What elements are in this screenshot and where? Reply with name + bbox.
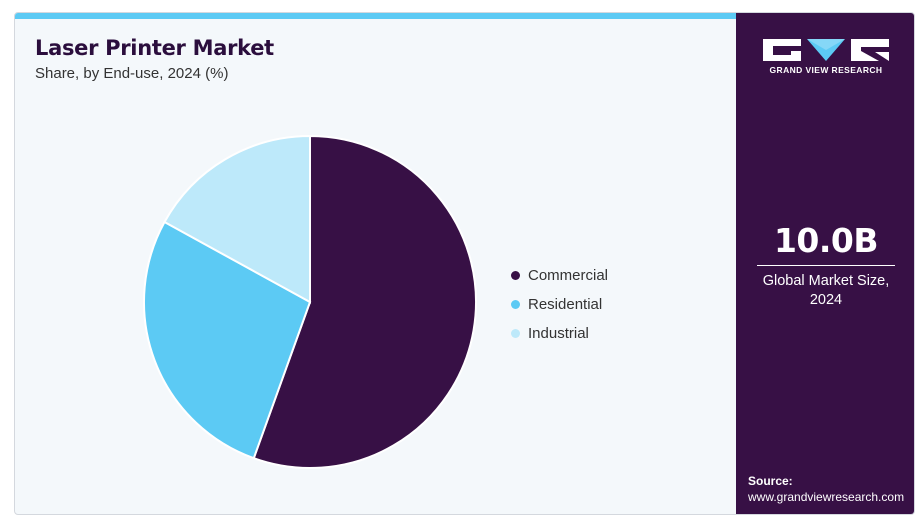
metric-label-line2: 2024	[809, 292, 843, 308]
logo-mark-icon	[763, 39, 889, 61]
legend-swatch	[511, 300, 520, 309]
chart-title: Laser Printer Market	[35, 36, 274, 60]
chart-legend: Commercial Residential Industrial	[511, 261, 608, 348]
pie-slice-commercial	[252, 134, 477, 469]
source-url: www.grandviewresearch.com	[748, 490, 905, 504]
legend-label: Residential	[528, 296, 603, 313]
pie-slices	[143, 134, 477, 469]
pie-slice-residential	[143, 220, 312, 460]
legend-swatch	[511, 271, 520, 280]
metric-label-line1: Global Market Size,	[762, 273, 890, 289]
legend-label: Industrial	[528, 325, 589, 342]
legend-item-residential: Residential	[511, 290, 608, 319]
side-panel: GRAND VIEW RESEARCH 10.0B Global Market …	[736, 13, 914, 514]
market-size-metric: 10.0B Global Market Size, 2024	[736, 221, 914, 310]
legend-item-commercial: Commercial	[511, 261, 608, 290]
pie-slice-industrial	[163, 134, 311, 304]
chart-card: Laser Printer Market Share, by End-use, …	[14, 12, 915, 515]
pie-chart	[143, 134, 477, 469]
grand-view-research-logo: GRAND VIEW RESEARCH	[763, 39, 889, 75]
accent-bar	[15, 13, 736, 19]
legend-item-industrial: Industrial	[511, 319, 608, 348]
legend-swatch	[511, 329, 520, 338]
source-note: Source: www.grandviewresearch.com	[748, 473, 904, 505]
metric-value: 10.0B	[773, 221, 879, 260]
legend-label: Commercial	[528, 267, 609, 284]
chart-subtitle: Share, by End-use, 2024 (%)	[35, 65, 229, 82]
metric-divider	[757, 265, 895, 266]
source-label: Source:	[748, 474, 793, 488]
logo-text: GRAND VIEW RESEARCH	[769, 65, 883, 75]
